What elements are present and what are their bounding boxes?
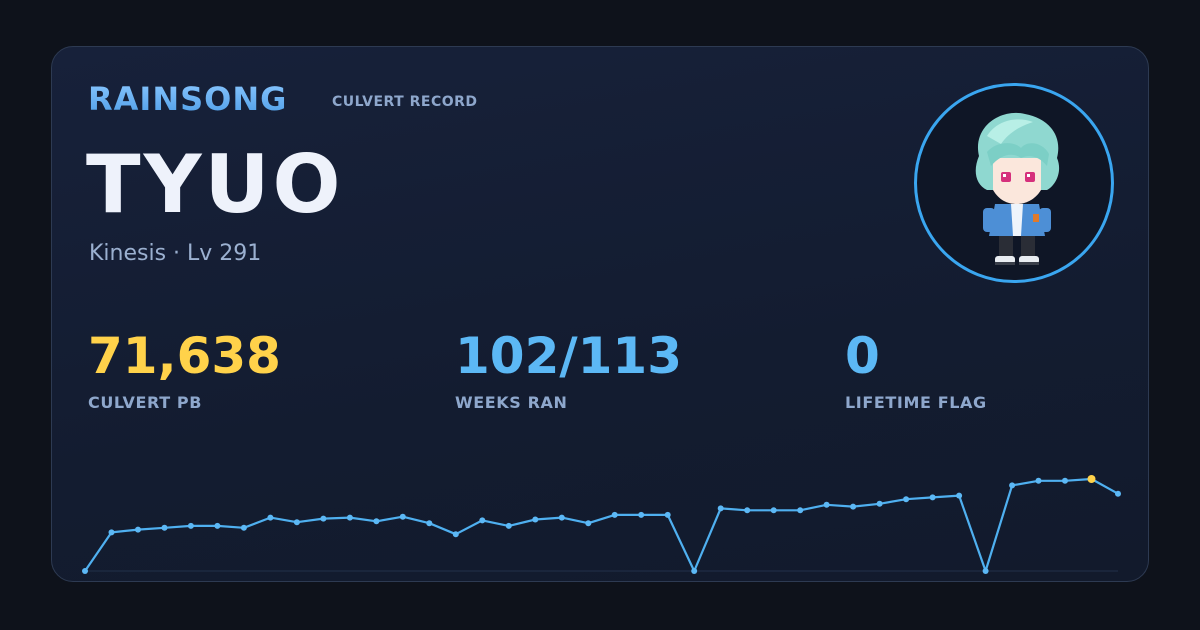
chart-point <box>108 529 115 536</box>
chart-point <box>1115 490 1121 497</box>
chart-point <box>532 516 539 523</box>
chart-point <box>611 511 618 518</box>
stat-lifetime-flag: 0 LIFETIME FLAG <box>845 325 987 413</box>
chart-point <box>717 505 724 512</box>
chart-point <box>82 568 88 574</box>
chart-point <box>823 501 830 508</box>
chart-point-pb <box>1087 475 1096 483</box>
guild-brand: RAINSONG <box>88 80 288 118</box>
character-sprite-icon <box>975 112 1060 265</box>
chart-point <box>346 514 353 521</box>
stat-weeks-ran: 102/113 WEEKS RAN <box>455 325 682 413</box>
chart-point <box>770 507 777 514</box>
chart-point <box>558 514 565 521</box>
chart-point <box>452 531 459 538</box>
chart-point <box>373 518 380 525</box>
chart-point <box>929 494 936 501</box>
weeks-ran-label: WEEKS RAN <box>455 393 568 412</box>
chart-point <box>214 522 221 529</box>
chart-point <box>479 517 486 524</box>
culvert-pb-value: 71,638 <box>88 327 281 385</box>
chart-point <box>664 511 671 518</box>
chart-point <box>982 568 989 574</box>
chart-point <box>585 520 592 527</box>
culvert-history-chart <box>82 475 1121 574</box>
lifetime-flag-value: 0 <box>845 327 880 385</box>
chart-point <box>135 526 141 533</box>
stat-culvert-pb: 71,638 CULVERT PB <box>88 325 281 413</box>
chart-point <box>691 568 698 574</box>
chart-point <box>1009 482 1016 489</box>
chart-point <box>426 520 433 527</box>
chart-point <box>850 503 857 510</box>
chart-point <box>1035 477 1042 484</box>
chart-point <box>293 519 300 526</box>
avatar <box>914 83 1114 283</box>
chart-point <box>744 507 751 514</box>
weeks-ran-value: 102/113 <box>455 327 683 385</box>
character-meta: Kinesis · Lv 291 <box>89 241 262 266</box>
culvert-card: RAINSONG CULVERT RECORD TYUO Kinesis · L… <box>51 46 1149 582</box>
chart-point <box>505 522 512 529</box>
lifetime-flag-label: LIFETIME FLAG <box>845 393 987 412</box>
chart-point <box>797 507 804 514</box>
chart-point <box>1062 477 1068 484</box>
culvert-pb-label: CULVERT PB <box>88 393 203 412</box>
chart-point <box>638 511 645 518</box>
chart-point <box>956 492 963 499</box>
chart-point <box>161 524 168 531</box>
chart-point <box>876 500 883 507</box>
score-series-line <box>84 477 1119 573</box>
chart-point <box>903 496 910 503</box>
chart-point <box>320 515 327 522</box>
chart-point <box>187 522 194 529</box>
chart-point <box>399 513 406 520</box>
record-subtitle: CULVERT RECORD <box>332 94 478 110</box>
character-name: TYUO <box>86 138 344 231</box>
chart-point <box>267 514 274 521</box>
chart-point <box>240 524 247 531</box>
